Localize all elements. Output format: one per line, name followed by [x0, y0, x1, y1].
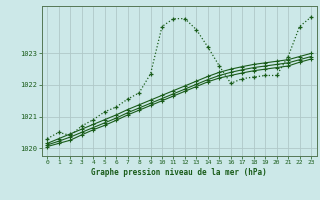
X-axis label: Graphe pression niveau de la mer (hPa): Graphe pression niveau de la mer (hPa)	[91, 168, 267, 177]
